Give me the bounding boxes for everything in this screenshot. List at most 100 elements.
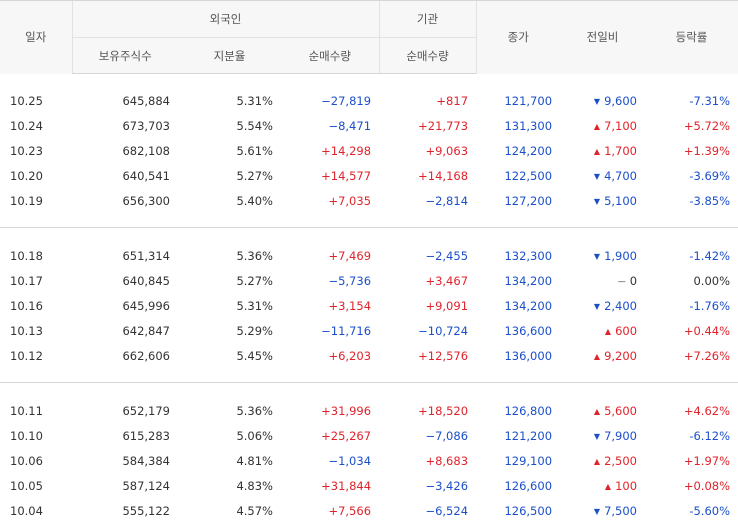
date-cell: 10.20: [0, 163, 72, 188]
up-triangle-icon: ▲: [594, 147, 600, 156]
institution-net-cell: +8,683: [379, 448, 476, 473]
header-ratio: 지분율: [178, 38, 281, 74]
date-cell: 10.04: [0, 498, 72, 523]
date-cell: 10.24: [0, 113, 72, 138]
ratio-cell: 5.27%: [178, 268, 281, 293]
change-value: 5,100: [604, 194, 637, 208]
foreign-net-cell: +31,844: [281, 473, 379, 498]
close-cell: 122,500: [476, 163, 560, 188]
holding-cell: 656,300: [72, 188, 178, 213]
rate-cell: 0.00%: [645, 268, 738, 293]
foreign-net-cell: +14,298: [281, 138, 379, 163]
header-foreign: 외국인: [72, 1, 379, 38]
change-value: 1,700: [604, 144, 637, 158]
holding-cell: 584,384: [72, 448, 178, 473]
holding-cell: 673,703: [72, 113, 178, 138]
ratio-cell: 5.61%: [178, 138, 281, 163]
foreign-net-cell: +7,566: [281, 498, 379, 523]
date-cell: 10.13: [0, 318, 72, 343]
down-triangle-icon: ▼: [594, 507, 600, 516]
change-cell: ▼2,400: [560, 293, 645, 318]
flat-dash-icon: —: [618, 277, 626, 286]
change-value: 7,100: [604, 119, 637, 133]
date-cell: 10.18: [0, 243, 72, 268]
header-holding: 보유주식수: [72, 38, 178, 74]
header-date: 일자: [0, 1, 72, 74]
ratio-cell: 5.54%: [178, 113, 281, 138]
foreign-net-cell: +7,035: [281, 188, 379, 213]
rate-cell: +5.72%: [645, 113, 738, 138]
change-cell: —0: [560, 268, 645, 293]
header-close: 종가: [476, 1, 560, 74]
header-net-institution: 순매수량: [379, 38, 476, 74]
change-value: 2,500: [604, 454, 637, 468]
ratio-cell: 5.29%: [178, 318, 281, 343]
rate-cell: -3.85%: [645, 188, 738, 213]
date-cell: 10.25: [0, 88, 72, 113]
holding-cell: 645,996: [72, 293, 178, 318]
group-spacer: [0, 229, 738, 243]
change-cell: ▼ 5,100: [560, 188, 645, 213]
up-triangle-icon: ▲: [605, 482, 611, 491]
close-cell: 131,300: [476, 113, 560, 138]
change-value: 9,600: [604, 94, 637, 108]
up-triangle-icon: ▲: [605, 327, 611, 336]
close-cell: 126,600: [476, 473, 560, 498]
date-cell: 10.12: [0, 343, 72, 368]
down-triangle-icon: ▼: [594, 197, 600, 206]
up-triangle-icon: ▲: [594, 352, 600, 361]
close-cell: 126,800: [476, 398, 560, 423]
institution-net-cell: −7,086: [379, 423, 476, 448]
change-cell: ▲ 1,700: [560, 138, 645, 163]
ratio-cell: 5.27%: [178, 163, 281, 188]
header-institution: 기관: [379, 1, 476, 38]
change-value: 600: [615, 324, 637, 338]
close-cell: 134,200: [476, 293, 560, 318]
change-value: 9,200: [604, 349, 637, 363]
ratio-cell: 5.06%: [178, 423, 281, 448]
change-value: 100: [615, 479, 637, 493]
change-cell: ▼7,500: [560, 498, 645, 523]
close-cell: 136,000: [476, 343, 560, 368]
holding-cell: 640,541: [72, 163, 178, 188]
date-cell: 10.23: [0, 138, 72, 163]
close-cell: 121,700: [476, 88, 560, 113]
institution-net-cell: +3,467: [379, 268, 476, 293]
institution-net-cell: −2,814: [379, 188, 476, 213]
close-cell: 121,200: [476, 423, 560, 448]
group-spacer: [0, 74, 738, 89]
foreign-net-cell: +14,577: [281, 163, 379, 188]
close-cell: 134,200: [476, 268, 560, 293]
rate-cell: -7.31%: [645, 88, 738, 113]
ratio-cell: 5.36%: [178, 243, 281, 268]
institution-net-cell: −6,524: [379, 498, 476, 523]
institution-net-cell: −2,455: [379, 243, 476, 268]
institution-net-cell: +14,168: [379, 163, 476, 188]
close-cell: 132,300: [476, 243, 560, 268]
change-cell: ▼9,600: [560, 88, 645, 113]
foreign-net-cell: +6,203: [281, 343, 379, 368]
change-cell: ▼7,900: [560, 423, 645, 448]
holding-cell: 587,124: [72, 473, 178, 498]
foreign-net-cell: −8,471: [281, 113, 379, 138]
down-triangle-icon: ▼: [594, 302, 600, 311]
ratio-cell: 5.45%: [178, 343, 281, 368]
holding-cell: 640,845: [72, 268, 178, 293]
holding-cell: 651,314: [72, 243, 178, 268]
institution-net-cell: +12,576: [379, 343, 476, 368]
date-cell: 10.05: [0, 473, 72, 498]
close-cell: 127,200: [476, 188, 560, 213]
foreign-net-cell: +25,267: [281, 423, 379, 448]
rate-cell: +0.08%: [645, 473, 738, 498]
change-cell: ▲ 100: [560, 473, 645, 498]
holding-cell: 682,108: [72, 138, 178, 163]
